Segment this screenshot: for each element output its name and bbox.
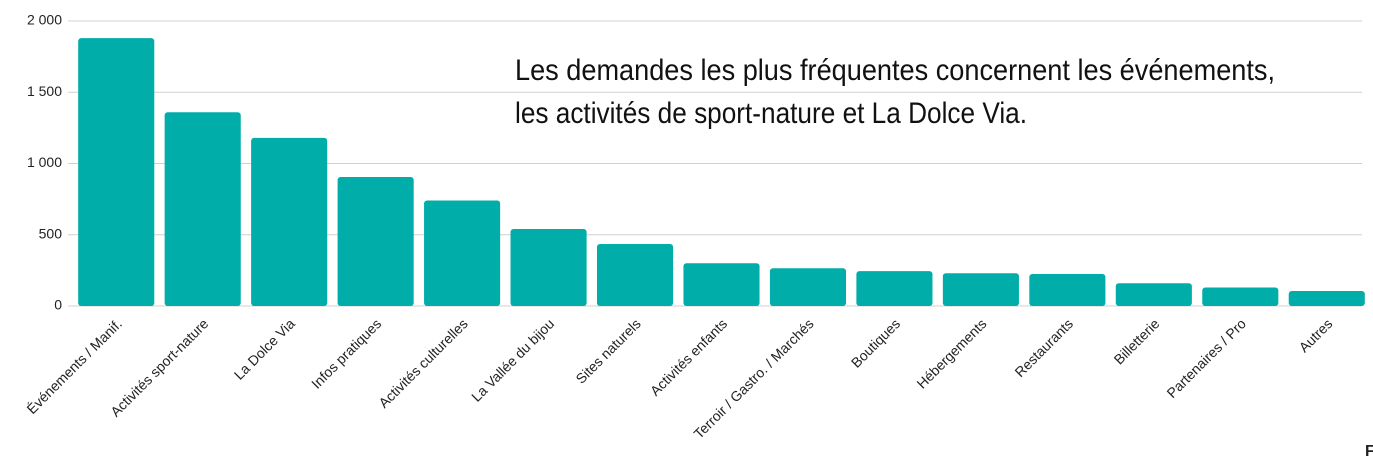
footer: F xyxy=(1365,443,1373,460)
bar xyxy=(769,268,847,306)
y-tick-label: 1 500 xyxy=(27,83,62,99)
bar xyxy=(251,137,328,306)
x-tick-label: Partenaires / Pro xyxy=(1163,315,1249,401)
x-tick-label: Autres xyxy=(1296,315,1336,355)
bar xyxy=(1115,283,1192,306)
bar xyxy=(1029,273,1106,306)
y-tick-label: 0 xyxy=(54,297,62,313)
x-tick-label: Sites naturels xyxy=(572,315,643,386)
bar xyxy=(337,177,414,306)
annotation: Les demandes les plus fréquentes concern… xyxy=(515,54,1275,87)
x-tick-label: Boutiques xyxy=(848,315,903,370)
x-tick-label: Hébergements xyxy=(913,315,989,391)
bar xyxy=(942,273,1019,306)
bar xyxy=(1288,291,1365,306)
x-tick-label: Activités enfants xyxy=(647,315,730,398)
bar xyxy=(164,112,241,306)
x-tick-label: Activités sport-nature xyxy=(107,315,211,419)
bar xyxy=(510,229,587,306)
bar xyxy=(683,263,760,306)
bar xyxy=(856,271,933,306)
bar xyxy=(424,200,501,306)
x-tick-label: La Dolce Via xyxy=(231,315,298,382)
x-tick-label: Billetterie xyxy=(1111,315,1163,367)
bar xyxy=(78,38,155,306)
bar xyxy=(1202,287,1279,306)
y-tick-label: 1 000 xyxy=(27,154,62,170)
bar xyxy=(596,244,674,306)
x-tick-label: Événements / Manif. xyxy=(23,315,125,417)
x-tick-label: Restaurants xyxy=(1011,315,1076,380)
x-tick-label: Activités culturelles xyxy=(375,315,470,410)
x-tick-label: La Vallée du bijou xyxy=(468,315,557,404)
x-tick-label: Infos pratiques xyxy=(308,315,384,391)
y-tick-label: 500 xyxy=(39,225,63,241)
y-tick-label: 2 000 xyxy=(27,12,62,28)
annotation: les activités de sport-nature et La Dolc… xyxy=(515,97,1027,130)
